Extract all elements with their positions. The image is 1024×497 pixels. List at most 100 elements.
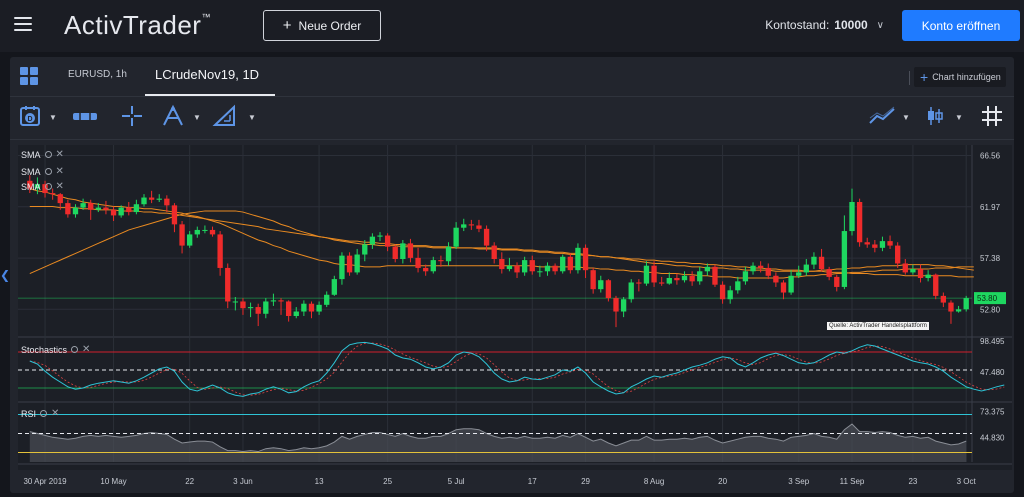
candle — [834, 276, 840, 287]
settings-icon[interactable] — [71, 346, 79, 353]
candle — [384, 235, 391, 247]
svg-text:D: D — [27, 116, 32, 123]
candle — [582, 247, 589, 271]
open-account-button[interactable]: Konto eröffnen — [902, 10, 1020, 41]
timeframe-icon[interactable] — [70, 104, 100, 128]
candle — [895, 245, 901, 264]
candle — [126, 207, 132, 213]
candle — [187, 234, 193, 246]
candle — [856, 202, 863, 243]
grid-icon[interactable] — [980, 104, 1004, 128]
candle — [438, 260, 444, 262]
candle — [133, 204, 140, 213]
candle — [468, 224, 475, 226]
candle — [742, 271, 749, 282]
caret-down-icon[interactable]: ▼ — [902, 113, 910, 122]
x-tick-label: 25 — [383, 477, 392, 486]
candle — [278, 300, 284, 302]
candle — [552, 265, 558, 272]
close-icon[interactable]: ✕ — [55, 149, 64, 160]
candle — [826, 269, 832, 277]
candle — [750, 265, 756, 272]
caret-down-icon[interactable]: ▼ — [193, 113, 201, 122]
x-tick-label: 5 Jul — [448, 477, 465, 486]
candle — [940, 295, 947, 303]
rsi-label: RSI — [21, 408, 37, 419]
settings-icon[interactable] — [40, 410, 48, 417]
candle — [156, 198, 162, 200]
close-icon[interactable]: ✕ — [82, 344, 91, 355]
candle — [377, 235, 383, 237]
candle — [400, 243, 406, 259]
sma-legend-2: SMA ✕ — [21, 166, 64, 177]
candle — [780, 282, 787, 293]
add-chart-button[interactable]: + Chart hinzufügen — [914, 67, 1006, 87]
x-tick-label: 23 — [908, 477, 917, 486]
layout-grid-icon[interactable] — [20, 67, 38, 85]
candle — [955, 309, 962, 312]
settings-icon[interactable] — [44, 151, 52, 158]
candle — [49, 193, 56, 195]
candle — [773, 275, 779, 283]
drawing-tools-icon[interactable] — [160, 104, 186, 128]
candle — [697, 271, 703, 282]
chart-type-icon[interactable] — [924, 104, 946, 128]
close-icon[interactable]: ✕ — [55, 181, 64, 192]
account-balance-dropdown[interactable]: Kontostand: 10000 ∨ — [765, 18, 884, 32]
sma-legend-3: SMA ✕ — [21, 181, 64, 192]
candle — [95, 207, 101, 210]
caret-down-icon[interactable]: ▼ — [49, 113, 57, 122]
close-icon[interactable]: ✕ — [51, 408, 60, 419]
stochastics-legend: Stochastics ✕ — [21, 344, 90, 355]
candle — [194, 229, 200, 235]
caret-down-icon[interactable]: ▼ — [955, 113, 963, 122]
candle — [560, 256, 566, 272]
candle — [796, 272, 802, 276]
candle — [666, 278, 672, 284]
new-order-button[interactable]: + Neue Order — [263, 10, 381, 41]
candle — [575, 247, 581, 271]
candle — [255, 307, 261, 314]
x-tick-label: 8 Aug — [644, 477, 664, 486]
crosshair-icon[interactable] — [120, 104, 144, 128]
tab-eurusd[interactable]: EURUSD, 1h — [68, 69, 127, 80]
candle — [674, 278, 680, 281]
settings-icon[interactable] — [44, 183, 52, 190]
candle — [590, 270, 596, 290]
candle — [537, 271, 543, 273]
candle — [598, 280, 604, 290]
candle — [620, 299, 627, 312]
caret-down-icon[interactable]: ▼ — [248, 113, 256, 122]
candle — [88, 203, 94, 210]
stochastics-label: Stochastics — [21, 344, 68, 355]
candle — [719, 284, 726, 300]
tab-lcrude[interactable]: LCrudeNov19, 1D — [155, 67, 260, 82]
calendar-d-icon[interactable]: D — [18, 104, 44, 128]
new-order-label: Neue Order — [298, 18, 362, 33]
menu-icon[interactable] — [14, 17, 32, 31]
settings-icon[interactable] — [44, 168, 52, 175]
candle — [339, 255, 345, 280]
candle — [841, 231, 848, 287]
candle — [757, 265, 764, 268]
candle — [544, 265, 551, 272]
ruler-icon[interactable] — [212, 104, 238, 128]
rsi-line — [29, 423, 967, 453]
rsi-tick-label: 44.830 — [980, 433, 1005, 442]
x-tick-label: 13 — [315, 477, 324, 486]
x-tick-label: 3 Oct — [957, 477, 977, 486]
sma-label: SMA — [21, 149, 41, 160]
indicators-icon[interactable] — [867, 104, 897, 128]
close-icon[interactable]: ✕ — [55, 166, 64, 177]
sma-legend-1: SMA ✕ — [21, 149, 64, 160]
x-tick-label: 29 — [581, 477, 590, 486]
x-tick-label: 17 — [528, 477, 537, 486]
chevron-left-icon[interactable]: ❮ — [0, 268, 11, 282]
candle — [689, 275, 695, 282]
candle — [217, 234, 223, 268]
candle — [301, 303, 307, 312]
x-tick-label: 10 May — [100, 477, 126, 486]
candle — [316, 304, 322, 312]
candle — [849, 202, 855, 232]
